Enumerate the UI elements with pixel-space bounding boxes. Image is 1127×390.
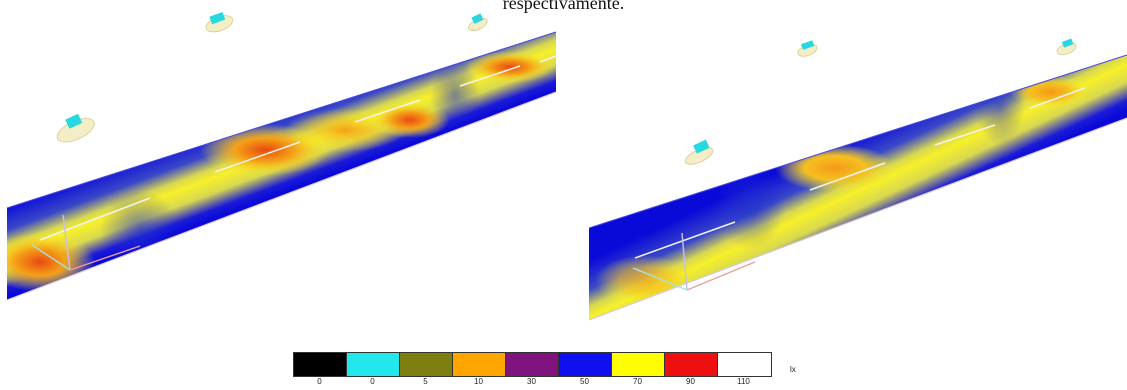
low-zone [975,65,1025,145]
low-zone [715,160,785,250]
road-edge-line [588,54,1127,229]
hotspot [465,51,555,83]
illuminance-map-right [588,38,1127,321]
legend-tick-label: 5 [423,377,428,386]
luminaire-icon [468,13,488,32]
legend-tick-label: 110 [737,377,750,386]
legend-swatches [293,352,772,377]
lane-markings [634,87,1086,259]
luminaire-icon [1056,38,1077,55]
luminaire-icon [797,40,818,57]
legend-swatch [612,353,665,376]
luminaire-icon [205,11,234,33]
legend-tick-label: 0 [317,377,322,386]
legend-swatch [294,353,347,376]
legend-tick-label: 70 [633,377,642,386]
lane-markings [39,55,557,241]
hotspot [775,144,895,192]
legend-tick-label: 50 [580,377,589,386]
low-zone [430,60,480,130]
legend-tick-label: 30 [527,377,536,386]
caption: respectivamente. [502,0,625,13]
hotspot [595,255,695,305]
axis-gizmo-icon [31,214,141,271]
legend-swatch [559,353,612,376]
legend-swatch [506,353,559,376]
color-scale-legend: 0 0 5 10 30 50 70 90 110 lx [293,352,813,390]
axis-gizmo-icon [632,232,756,291]
road-edge-line [6,31,557,209]
legend-swatch [665,353,718,376]
legend-swatch [347,353,400,376]
road-edge-line [6,91,557,301]
luminaire-icon [56,113,95,143]
legend-swatch [718,353,771,376]
legend-tick-label: 10 [474,377,483,386]
legend-swatch [453,353,506,376]
luminaire-icon [684,139,714,165]
legend-tick-label: 0 [370,377,375,386]
legend-tick-label: 90 [686,377,695,386]
legend-tick-labels: 0 0 5 10 30 50 70 90 110 [293,377,770,386]
hotspot [370,102,450,138]
legend-unit: lx [790,365,796,374]
illuminance-map-left [6,11,557,301]
legend-swatch [400,353,453,376]
